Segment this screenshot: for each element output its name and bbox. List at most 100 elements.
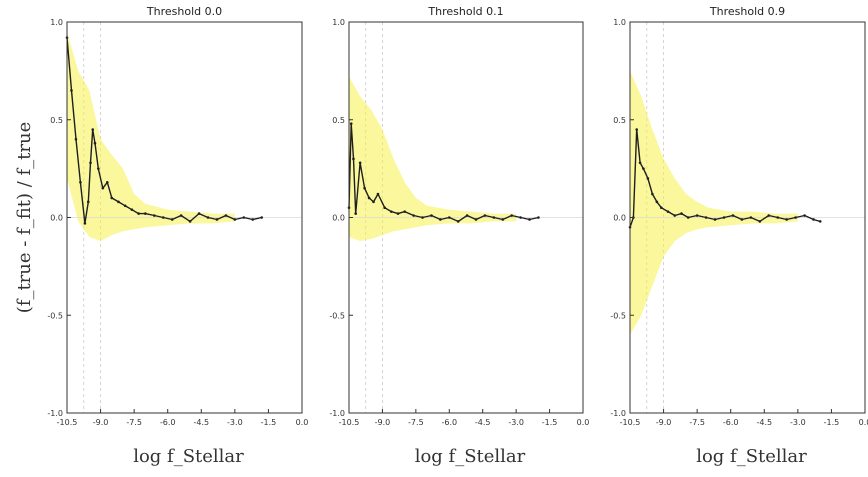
data-point bbox=[794, 216, 797, 219]
data-point bbox=[666, 210, 670, 213]
data-point bbox=[655, 200, 659, 204]
data-point bbox=[776, 216, 780, 219]
panel-1: Threshold 0.1 -1.0 -0.5 0.0 0.5 1.0 -10.5 -9.0 -… bbox=[329, 5, 589, 467]
y-tick-label: 1.0 bbox=[50, 18, 63, 27]
panel-title: Threshold 0.0 bbox=[146, 5, 222, 18]
data-point bbox=[224, 214, 228, 217]
x-tick-label: -9.0 bbox=[93, 418, 109, 427]
data-point bbox=[242, 216, 246, 219]
x-tick-label: -1.5 bbox=[824, 418, 840, 427]
data-point bbox=[79, 181, 82, 184]
data-point bbox=[260, 216, 264, 219]
y-tick-label: 1.0 bbox=[613, 18, 626, 27]
data-point bbox=[537, 216, 540, 219]
x-tick-label: -10.5 bbox=[339, 418, 360, 427]
x-tick-label: -10.5 bbox=[57, 418, 78, 427]
median-line bbox=[348, 122, 539, 223]
data-point bbox=[170, 218, 174, 221]
data-point bbox=[152, 214, 156, 217]
y-tick-label: 0.0 bbox=[50, 214, 63, 223]
data-point bbox=[447, 216, 451, 219]
data-point bbox=[91, 128, 95, 131]
data-point bbox=[767, 214, 771, 217]
median-line bbox=[629, 128, 821, 228]
data-point bbox=[501, 218, 505, 221]
data-point bbox=[144, 212, 147, 215]
data-point bbox=[206, 216, 210, 219]
data-point bbox=[638, 161, 642, 165]
data-point bbox=[83, 222, 87, 225]
data-point bbox=[105, 181, 109, 184]
x-tick-label: 0.0 bbox=[577, 418, 590, 427]
data-point bbox=[483, 214, 487, 217]
uncertainty-band bbox=[630, 70, 798, 335]
x-tick-label: -6.0 bbox=[441, 418, 457, 427]
x-tick-label: -4.5 bbox=[475, 418, 491, 427]
data-point bbox=[363, 186, 366, 190]
data-point bbox=[758, 220, 762, 223]
data-point bbox=[349, 122, 353, 125]
data-point bbox=[383, 206, 386, 210]
data-point bbox=[74, 138, 78, 141]
x-axis-label: log f_Stellar bbox=[133, 446, 244, 467]
y-tick-label: 0.0 bbox=[332, 214, 345, 223]
data-point bbox=[352, 157, 355, 161]
x-tick-label: -6.0 bbox=[160, 418, 176, 427]
y-axis-label: (f_true - f_fit) / f_true bbox=[14, 122, 35, 313]
x-tick-label: -6.0 bbox=[723, 418, 739, 427]
x-tick-label: -3.0 bbox=[790, 418, 806, 427]
data-point bbox=[474, 218, 478, 221]
data-point bbox=[818, 220, 822, 223]
data-point bbox=[396, 212, 400, 215]
data-point bbox=[528, 218, 531, 221]
panel-title: Threshold 0.1 bbox=[427, 5, 503, 18]
data-point bbox=[233, 218, 237, 221]
data-point bbox=[510, 214, 513, 217]
x-tick-label: -1.5 bbox=[542, 418, 558, 427]
x-tick-label: -7.5 bbox=[689, 418, 705, 427]
panel-0: Threshold 0.0 -1.0 -0.5 0.0 0.5 1.0 -10.5 -9.0 -… bbox=[14, 5, 308, 467]
x-tick-label: 0.0 bbox=[296, 418, 309, 427]
data-point bbox=[740, 218, 744, 221]
y-tick-label: -1.0 bbox=[47, 409, 63, 418]
x-tick-label: 0.0 bbox=[859, 418, 868, 427]
data-point bbox=[101, 186, 105, 190]
y-tick-label: 0.5 bbox=[332, 116, 345, 125]
y-tick-label: 0.5 bbox=[613, 116, 626, 125]
data-point bbox=[97, 167, 100, 170]
data-point bbox=[86, 200, 90, 204]
data-point bbox=[123, 204, 127, 208]
data-point bbox=[803, 214, 806, 217]
data-point bbox=[646, 177, 650, 180]
y-tick-label: -1.0 bbox=[329, 409, 345, 418]
data-point bbox=[785, 218, 788, 221]
data-point bbox=[492, 216, 496, 219]
data-point bbox=[439, 218, 442, 221]
data-point bbox=[251, 218, 255, 221]
data-point bbox=[704, 216, 708, 219]
data-point bbox=[372, 200, 375, 204]
data-point bbox=[412, 214, 415, 217]
data-point bbox=[215, 218, 219, 221]
y-tick-label: -1.0 bbox=[610, 409, 626, 418]
data-point bbox=[161, 216, 165, 219]
data-point bbox=[367, 196, 371, 200]
x-tick-label: -1.5 bbox=[261, 418, 277, 427]
x-tick-label: -9.0 bbox=[375, 418, 391, 427]
data-point bbox=[731, 214, 735, 217]
data-point bbox=[89, 161, 92, 165]
data-point bbox=[430, 214, 433, 217]
data-point bbox=[117, 200, 120, 204]
x-tick-label: -4.5 bbox=[193, 418, 209, 427]
data-point bbox=[673, 214, 677, 217]
data-point bbox=[188, 220, 192, 223]
data-point bbox=[651, 192, 654, 196]
data-point bbox=[358, 161, 362, 165]
data-point bbox=[70, 89, 73, 92]
data-point bbox=[749, 216, 753, 219]
data-point bbox=[686, 216, 690, 219]
x-tick-label: -3.0 bbox=[227, 418, 243, 427]
data-point bbox=[197, 212, 201, 215]
data-point bbox=[354, 212, 357, 215]
